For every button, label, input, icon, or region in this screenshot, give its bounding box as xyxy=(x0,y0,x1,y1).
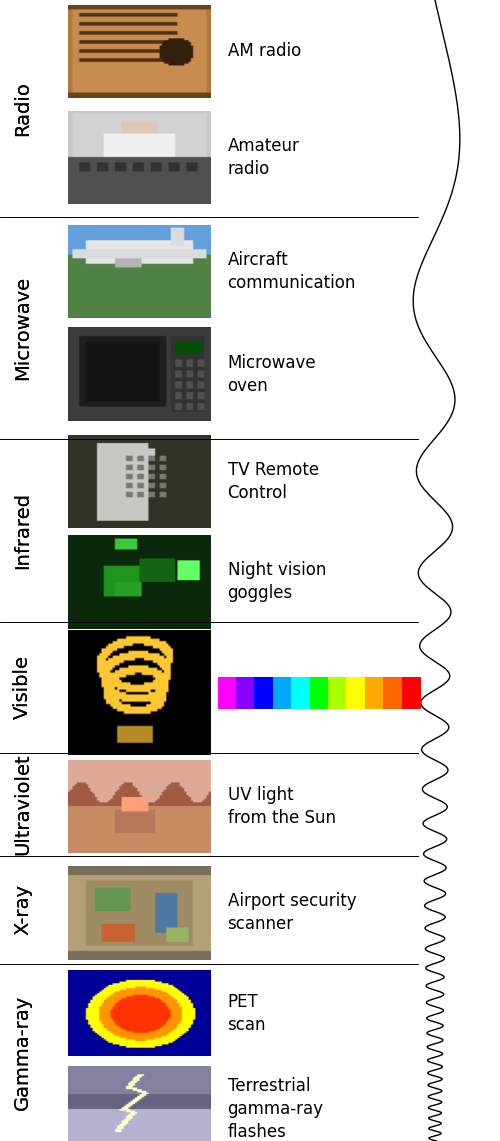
Bar xyxy=(383,677,402,709)
Text: Ultraviolet: Ultraviolet xyxy=(13,753,32,856)
Text: Microwave: Microwave xyxy=(13,276,32,380)
Text: Radio: Radio xyxy=(13,81,32,136)
Text: Gamma-ray: Gamma-ray xyxy=(13,995,32,1110)
Text: Night vision
goggles: Night vision goggles xyxy=(228,561,326,602)
Text: Microwave: Microwave xyxy=(13,276,32,380)
Bar xyxy=(310,677,329,709)
Text: Visible: Visible xyxy=(13,655,32,720)
Text: Aircraft
communication: Aircraft communication xyxy=(228,251,356,292)
Text: X-ray: X-ray xyxy=(13,884,32,936)
Text: X-ray: X-ray xyxy=(13,884,32,936)
Text: TV Remote
Control: TV Remote Control xyxy=(228,461,318,502)
Bar xyxy=(254,677,274,709)
Bar xyxy=(236,677,256,709)
Text: Infrared: Infrared xyxy=(13,492,32,569)
Bar xyxy=(272,677,292,709)
Bar xyxy=(346,677,366,709)
Text: Radio: Radio xyxy=(13,81,32,136)
Text: Amateur
radio: Amateur radio xyxy=(228,137,300,178)
Text: PET
scan: PET scan xyxy=(228,993,266,1034)
Bar xyxy=(402,677,421,709)
Text: Microwave
oven: Microwave oven xyxy=(228,354,316,395)
Bar xyxy=(328,677,347,709)
Text: Gamma-ray: Gamma-ray xyxy=(13,995,32,1110)
Text: Ultraviolet: Ultraviolet xyxy=(13,753,32,856)
Text: AM radio: AM radio xyxy=(228,42,301,60)
Bar xyxy=(218,677,237,709)
Text: Visible: Visible xyxy=(13,655,32,720)
Text: UV light
from the Sun: UV light from the Sun xyxy=(228,786,336,827)
Text: Airport security
scanner: Airport security scanner xyxy=(228,892,356,933)
Text: Terrestrial
gamma-ray
flashes: Terrestrial gamma-ray flashes xyxy=(228,1077,324,1141)
Text: Infrared: Infrared xyxy=(13,492,32,569)
Bar xyxy=(291,677,310,709)
Bar xyxy=(365,677,384,709)
